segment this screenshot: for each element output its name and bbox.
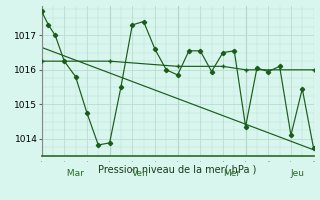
X-axis label: Pression niveau de la mer( hPa ): Pression niveau de la mer( hPa ): [99, 165, 257, 175]
Text: Mer: Mer: [223, 169, 240, 178]
Text: Jeu: Jeu: [291, 169, 305, 178]
Text: Ven: Ven: [132, 169, 149, 178]
Text: Mar: Mar: [64, 169, 84, 178]
